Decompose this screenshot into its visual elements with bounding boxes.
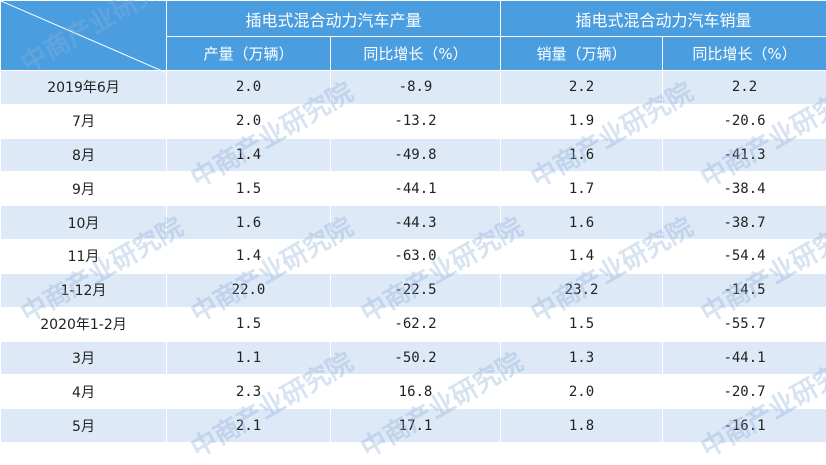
row-sales-cell: 1.4	[501, 240, 663, 274]
row-production-cell: 1.4	[167, 138, 331, 172]
group-header-production: 插电式混合动力汽车产量	[167, 1, 501, 37]
row-period-cell: 9月	[1, 172, 167, 206]
row-production-yoy-cell: 17.1	[331, 409, 501, 443]
row-production-yoy-cell: -22.5	[331, 273, 501, 307]
row-production-yoy-cell: -62.2	[331, 307, 501, 341]
row-period-cell: 8月	[1, 138, 167, 172]
row-period-cell: 11月	[1, 240, 167, 274]
row-sales-cell: 1.9	[501, 104, 663, 138]
row-sales-cell: 1.6	[501, 138, 663, 172]
row-production-yoy-cell: -44.1	[331, 172, 501, 206]
row-production-cell: 2.0	[167, 104, 331, 138]
row-sales-cell: 1.5	[501, 307, 663, 341]
row-sales-cell: 2.0	[501, 375, 663, 409]
row-production-yoy-cell: -13.2	[331, 104, 501, 138]
row-production-cell: 2.1	[167, 409, 331, 443]
row-production-yoy-cell: 16.8	[331, 375, 501, 409]
row-sales-cell: 1.6	[501, 206, 663, 240]
row-period-cell: 7月	[1, 104, 167, 138]
row-sales-cell: 2.2	[501, 71, 663, 105]
row-period-cell: 4月	[1, 375, 167, 409]
row-sales-yoy-cell: -54.4	[663, 240, 826, 274]
row-period-cell: 2019年6月	[1, 71, 167, 105]
corner-header-cell	[1, 1, 167, 71]
row-production-cell: 1.1	[167, 341, 331, 375]
row-production-cell: 2.3	[167, 375, 331, 409]
row-sales-yoy-cell: -41.3	[663, 138, 826, 172]
row-production-cell: 1.6	[167, 206, 331, 240]
row-period-cell: 5月	[1, 409, 167, 443]
row-production-yoy-cell: -8.9	[331, 71, 501, 105]
row-sales-yoy-cell: -38.4	[663, 172, 826, 206]
row-sales-cell: 1.8	[501, 409, 663, 443]
row-sales-yoy-cell: -20.7	[663, 375, 826, 409]
row-production-yoy-cell: -50.2	[331, 341, 501, 375]
row-production-yoy-cell: -44.3	[331, 206, 501, 240]
col-header-production: 产量（万辆）	[167, 37, 331, 71]
row-sales-yoy-cell: -44.1	[663, 341, 826, 375]
group-header-sales: 插电式混合动力汽车销量	[501, 1, 826, 37]
diagonal-divider	[1, 1, 167, 73]
data-table: 插电式混合动力汽车产量 插电式混合动力汽车销量 产量（万辆） 同比增长（%） 销…	[0, 0, 826, 443]
row-sales-cell: 23.2	[501, 273, 663, 307]
row-period-cell: 3月	[1, 341, 167, 375]
row-production-cell: 1.4	[167, 240, 331, 274]
row-sales-cell: 1.3	[501, 341, 663, 375]
row-sales-yoy-cell: 2.2	[663, 71, 826, 105]
row-period-cell: 1-12月	[1, 273, 167, 307]
col-header-sales-yoy: 同比增长（%）	[663, 37, 826, 71]
row-sales-yoy-cell: -20.6	[663, 104, 826, 138]
row-period-cell: 10月	[1, 206, 167, 240]
row-production-yoy-cell: -63.0	[331, 240, 501, 274]
row-production-cell: 22.0	[167, 273, 331, 307]
row-sales-yoy-cell: -16.1	[663, 409, 826, 443]
row-period-cell: 2020年1-2月	[1, 307, 167, 341]
row-production-cell: 1.5	[167, 307, 331, 341]
row-production-yoy-cell: -49.8	[331, 138, 501, 172]
row-sales-yoy-cell: -14.5	[663, 273, 826, 307]
col-header-production-yoy: 同比增长（%）	[331, 37, 501, 71]
row-sales-yoy-cell: -38.7	[663, 206, 826, 240]
row-production-cell: 1.5	[167, 172, 331, 206]
row-sales-cell: 1.7	[501, 172, 663, 206]
col-header-sales: 销量（万辆）	[501, 37, 663, 71]
row-production-cell: 2.0	[167, 71, 331, 105]
row-sales-yoy-cell: -55.7	[663, 307, 826, 341]
